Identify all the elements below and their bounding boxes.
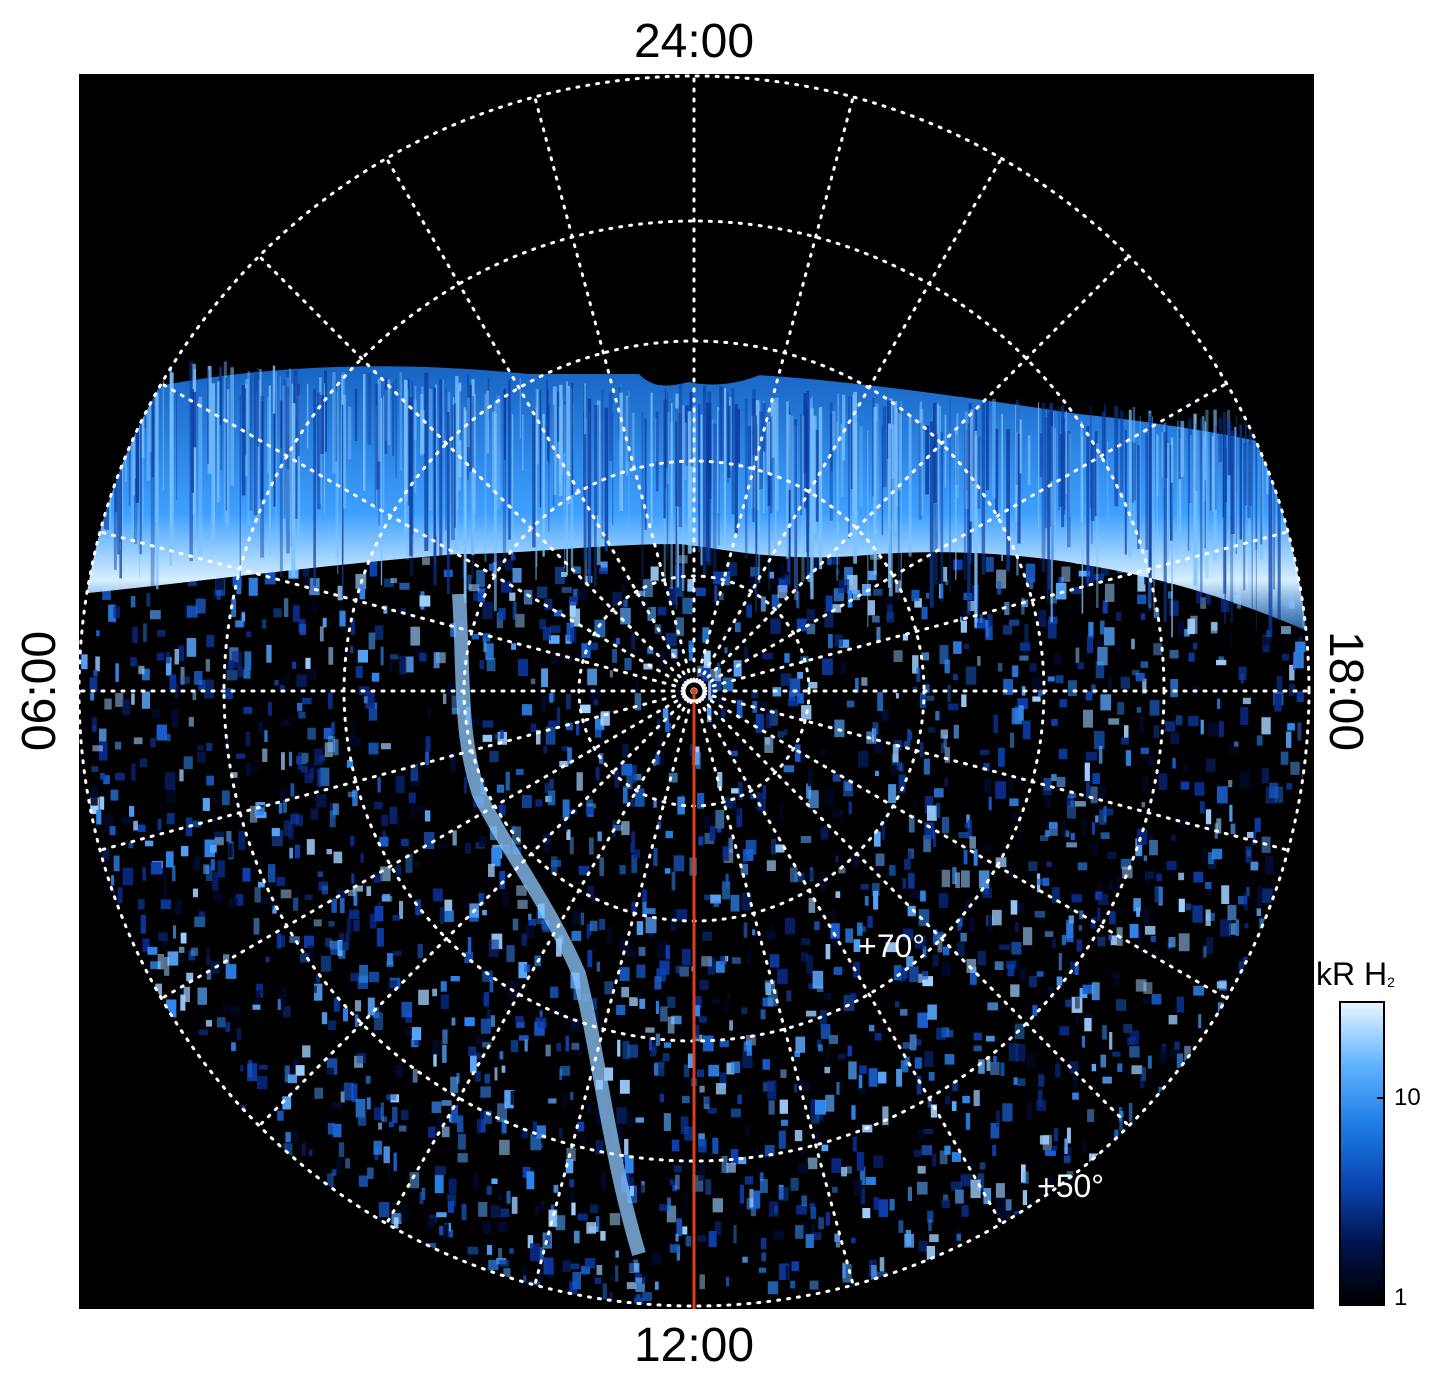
- meridian-line-21: [257, 254, 696, 693]
- local-time-label-18: 18:00: [1319, 630, 1372, 752]
- meridian-line-23: [533, 95, 696, 693]
- meridian-line-17: [98, 689, 696, 852]
- latitude-circle-0: [79, 74, 1311, 1308]
- meridian-line-7: [692, 689, 1290, 852]
- latitude-label-50: +50°: [1037, 1168, 1105, 1204]
- meridian-line-14: [385, 689, 696, 1226]
- meridian-line-15: [257, 689, 696, 1128]
- polar-map-svg: [79, 74, 1311, 1309]
- latitude-label-70: +70°: [858, 928, 926, 964]
- meridian-line-1: [692, 95, 855, 693]
- meridian-line-19: [98, 530, 696, 693]
- meridian-line-8: [692, 689, 1229, 1000]
- meridian-line-5: [692, 530, 1290, 693]
- local-time-label-06: 06:00: [13, 630, 66, 752]
- meridian-line-2: [692, 156, 1003, 693]
- emission-layer: [79, 334, 1309, 1306]
- colorbar: [1339, 1001, 1385, 1306]
- meridian-line-22: [385, 156, 696, 693]
- meridian-line-4: [692, 382, 1229, 693]
- local-time-label-12: 12:00: [633, 1319, 755, 1372]
- meridian-line-16: [159, 689, 696, 1000]
- pole-dot: [691, 688, 697, 694]
- colorbar-tick-label-1: 1: [1394, 1284, 1408, 1311]
- polar-projection-map: [79, 74, 1314, 1309]
- colorbar-unit: kR H: [1316, 956, 1388, 992]
- meridian-line-3: [692, 254, 1131, 693]
- meridian-line-20: [159, 382, 696, 693]
- local-time-label-24: 24:00: [633, 15, 755, 68]
- meridian-line-10: [692, 689, 1003, 1226]
- colorbar-unit-subscript: 2: [1387, 974, 1395, 990]
- colorbar-title: kR H2: [1316, 958, 1395, 990]
- colorbar-tick-label-10: 10: [1394, 1084, 1421, 1111]
- meridian-line-13: [533, 689, 696, 1287]
- meridian-line-11: [692, 689, 855, 1287]
- colorbar-tick-10: [1377, 1097, 1385, 1099]
- pole-marker: [682, 679, 706, 703]
- meridian-line-9: [692, 689, 1131, 1128]
